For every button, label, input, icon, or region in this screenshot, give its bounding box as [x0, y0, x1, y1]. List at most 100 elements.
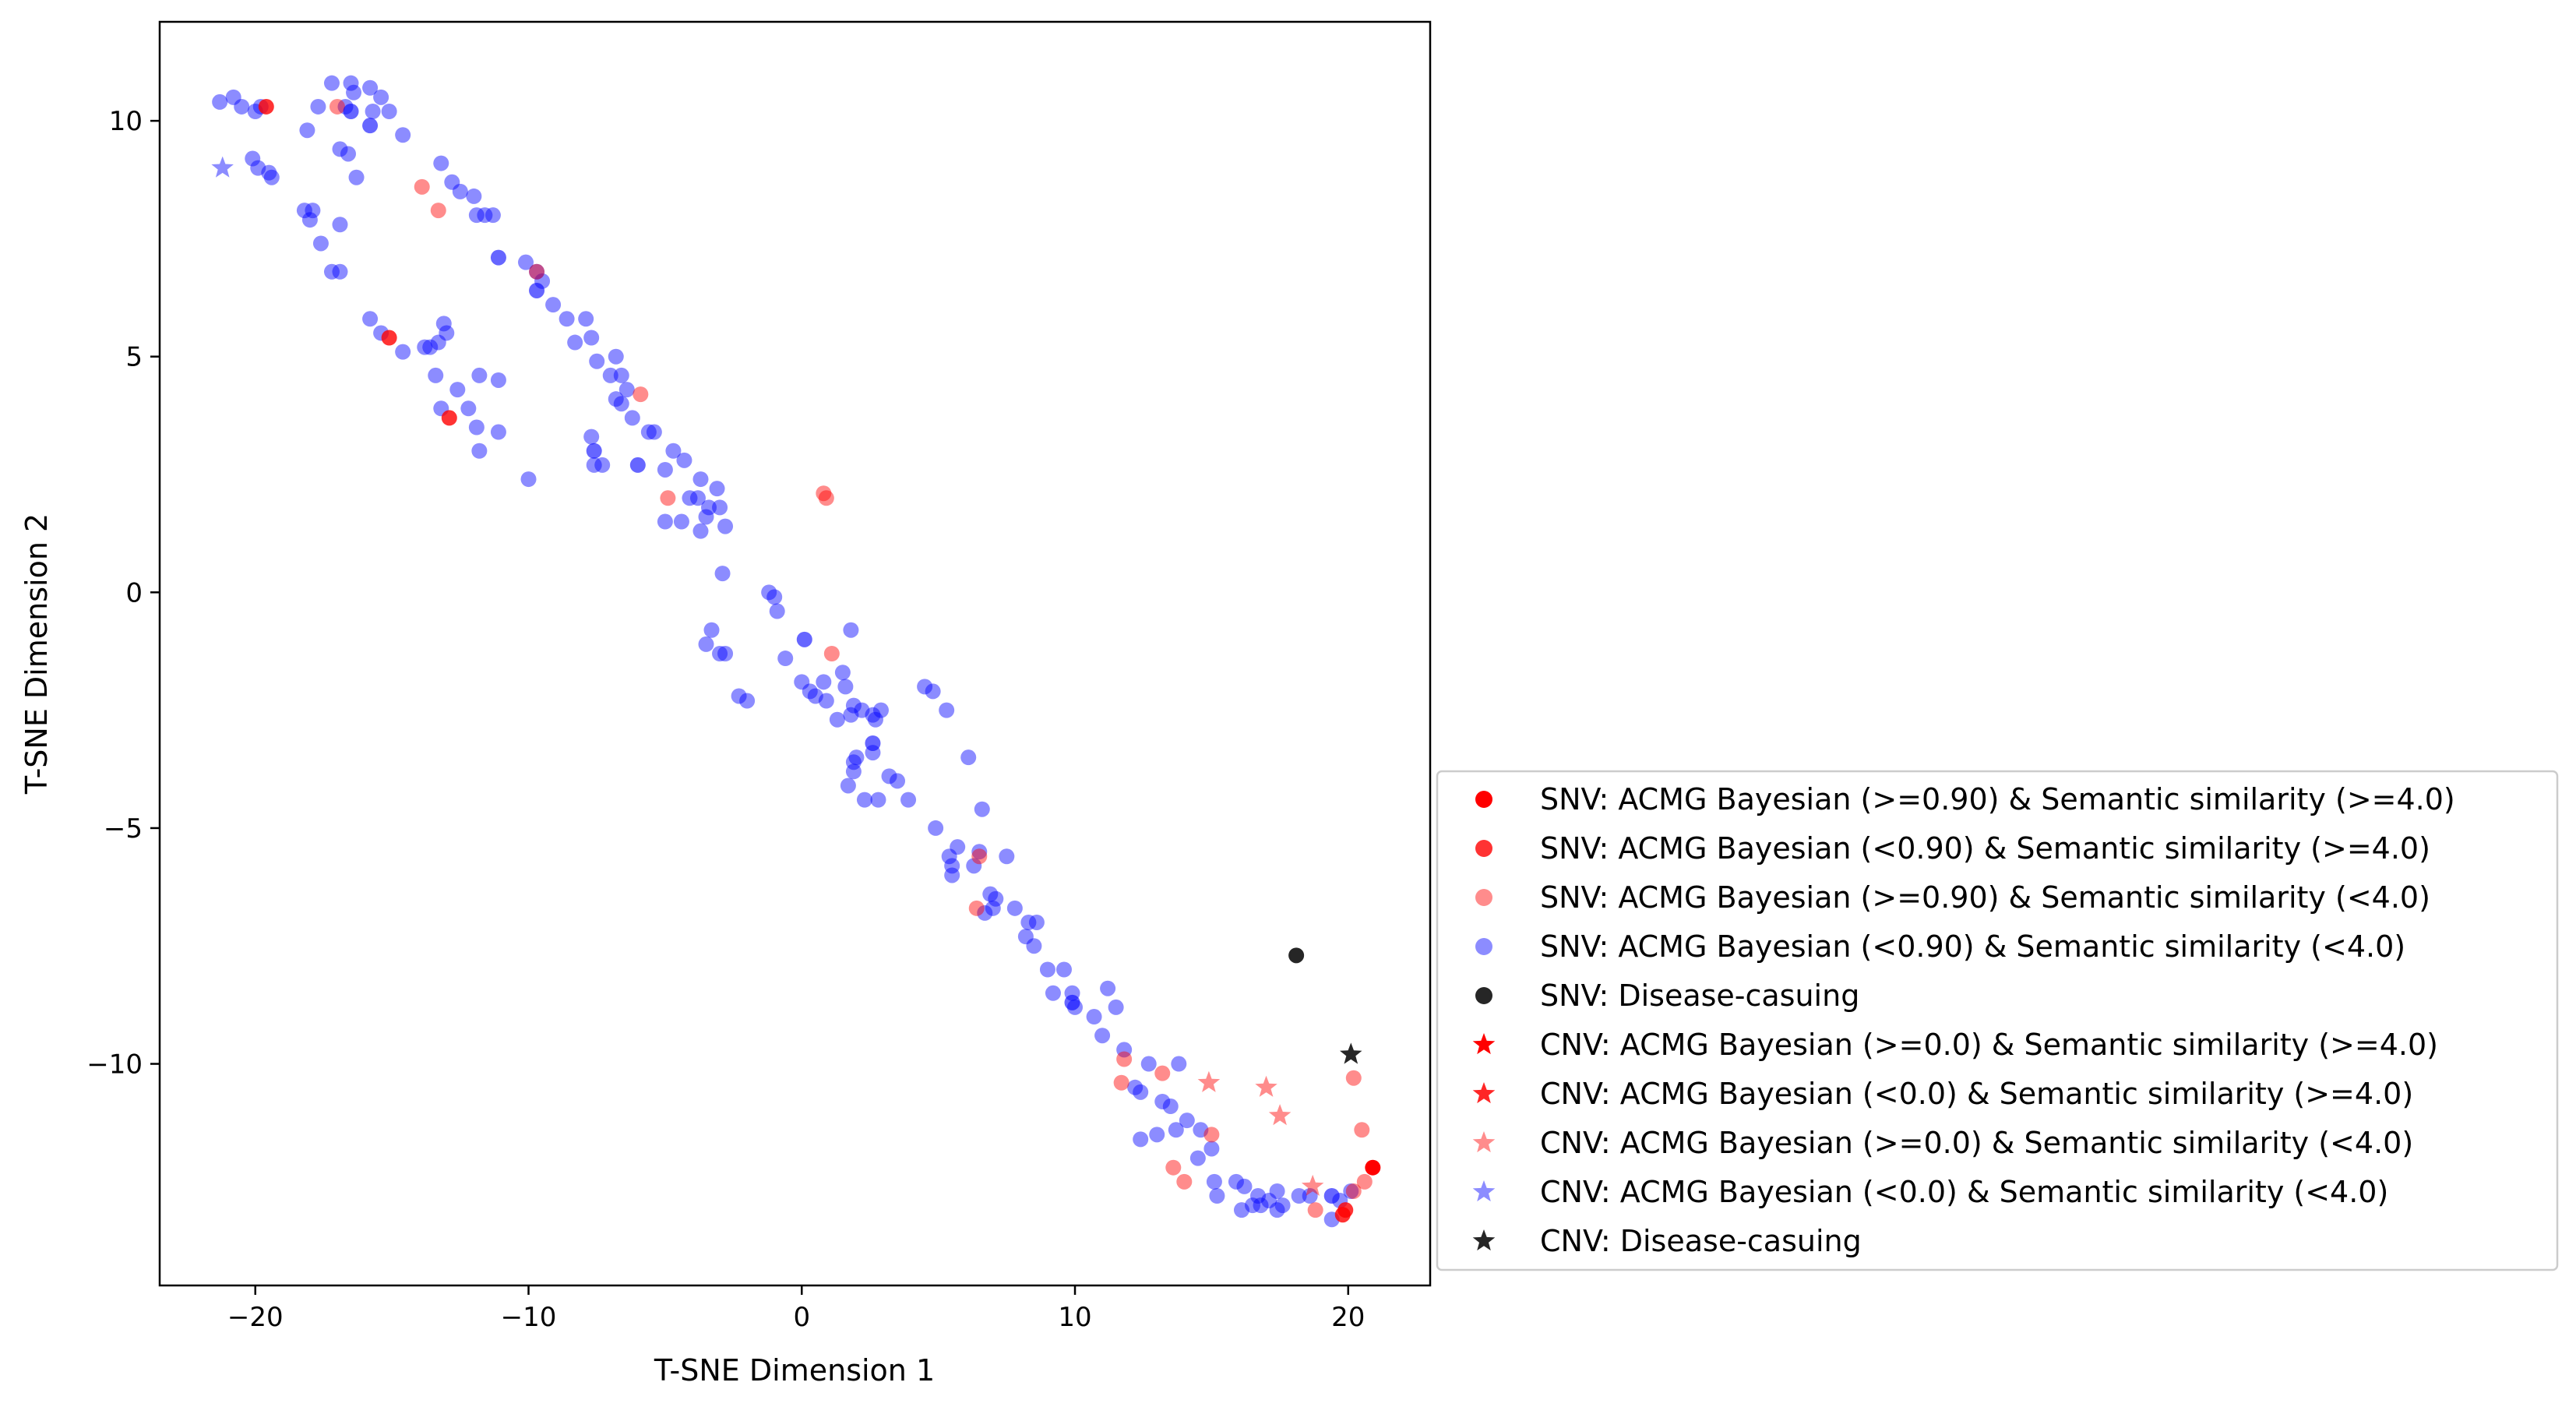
data-point [381, 103, 397, 119]
data-point [305, 203, 321, 219]
data-point [340, 146, 357, 162]
data-point [296, 203, 312, 219]
data-point [673, 513, 689, 530]
data-point [1045, 985, 1061, 1001]
data-point [1288, 947, 1305, 964]
data-point [698, 636, 714, 652]
data-point [430, 203, 446, 219]
data-point [1307, 1202, 1323, 1218]
data-point [312, 235, 329, 252]
data-point [1268, 1104, 1292, 1126]
data-point [348, 169, 365, 185]
data-point [802, 683, 818, 700]
data-point [848, 749, 865, 766]
data-point [676, 452, 692, 468]
legend-item: CNV: ACMG Bayesian (<0.0) & Semantic sim… [1472, 1175, 2388, 1209]
data-point [477, 207, 493, 224]
data-point [971, 844, 988, 860]
data-point [816, 485, 832, 502]
data-point [586, 457, 602, 473]
data-point [1354, 1122, 1370, 1138]
data-point [982, 886, 999, 902]
data-point [211, 156, 234, 178]
data-point [1020, 914, 1037, 930]
data-point [646, 424, 662, 440]
data-point [1039, 961, 1055, 978]
data-point [212, 93, 228, 110]
data-point [657, 513, 673, 530]
data-point [731, 688, 747, 704]
data-point [586, 443, 602, 459]
data-point [583, 428, 600, 445]
data-point [234, 98, 250, 115]
data-point [1006, 900, 1023, 916]
data-point [796, 631, 812, 647]
data-point [867, 711, 883, 728]
data-point [452, 183, 468, 199]
legend-label: CNV: Disease-casuing [1540, 1224, 1862, 1258]
data-point [633, 386, 649, 403]
data-point [717, 646, 734, 661]
legend-marker [1472, 1180, 1496, 1202]
data-point [578, 311, 594, 327]
data-point [1345, 1183, 1362, 1199]
data-point [1236, 1178, 1253, 1194]
data-point [245, 150, 261, 167]
data-point [1055, 961, 1072, 978]
data-point [829, 711, 845, 728]
data-point [881, 768, 897, 785]
legend-marker [1472, 1082, 1496, 1104]
data-point [1269, 1183, 1285, 1199]
data-point [766, 589, 783, 605]
x-tick-label: 0 [793, 1302, 810, 1333]
data-point [618, 382, 635, 398]
y-tick-label: −5 [104, 813, 143, 845]
data-point [1245, 1197, 1261, 1214]
data-point [608, 391, 624, 407]
legend-marker [1475, 791, 1492, 808]
data-point [1340, 1042, 1362, 1064]
data-point [660, 490, 676, 506]
data-point [856, 792, 872, 808]
data-point [807, 688, 823, 704]
legend-label: SNV: Disease-casuing [1540, 979, 1859, 1013]
data-point [971, 848, 988, 865]
data-point [250, 160, 266, 176]
data-point [381, 330, 397, 346]
data-point [225, 89, 241, 105]
data-point [845, 697, 862, 714]
data-point [823, 646, 840, 661]
data-point [939, 702, 955, 718]
data-point [717, 518, 734, 534]
data-point [468, 419, 485, 436]
data-point [362, 79, 379, 96]
data-point [769, 603, 785, 619]
legend-label: CNV: ACMG Bayesian (<0.0) & Semantic sim… [1540, 1175, 2388, 1209]
data-point [1209, 1188, 1225, 1204]
data-point [332, 263, 348, 280]
data-point [950, 839, 966, 855]
data-point [624, 410, 640, 426]
data-point [1064, 994, 1080, 1010]
data-point [712, 499, 728, 516]
legend-marker [1472, 1033, 1496, 1055]
y-axis-title: T-SNE Dimension 2 [19, 513, 54, 795]
data-point [602, 367, 618, 383]
data-point [1028, 914, 1045, 930]
data-point [1113, 1074, 1129, 1091]
data-point [343, 75, 359, 91]
data-point [865, 707, 881, 723]
data-point [925, 683, 941, 700]
data-point [594, 457, 611, 473]
data-point [698, 509, 714, 525]
data-point [1116, 1051, 1133, 1067]
data-point [520, 471, 537, 488]
data-point [471, 443, 488, 459]
data-point [960, 749, 977, 766]
data-point [689, 490, 706, 506]
data-point [332, 217, 348, 233]
data-point [529, 263, 545, 280]
x-tick-label: −20 [227, 1302, 284, 1333]
data-point [1026, 938, 1042, 954]
data-point [1154, 1093, 1171, 1109]
